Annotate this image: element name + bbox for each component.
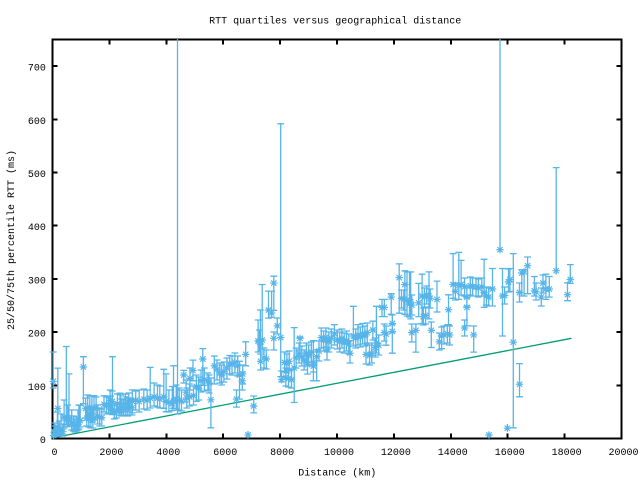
svg-text:200: 200 [28,330,46,341]
svg-text:500: 500 [28,170,46,181]
svg-text:10000: 10000 [324,448,354,459]
svg-text:16000: 16000 [495,448,525,459]
svg-text:25/50/75th percentile RTT (ms): 25/50/75th percentile RTT (ms) [6,150,18,330]
svg-text:400: 400 [28,223,46,234]
svg-text:14000: 14000 [438,448,468,459]
svg-text:8000: 8000 [270,448,294,459]
svg-text:300: 300 [28,276,46,287]
svg-text:6000: 6000 [213,448,237,459]
svg-text:0: 0 [51,448,57,459]
svg-text:RTT quartiles versus geographi: RTT quartiles versus geographical distan… [209,16,461,28]
svg-text:100: 100 [28,383,46,394]
svg-text:700: 700 [28,64,46,75]
svg-text:0: 0 [40,436,46,447]
svg-text:20000: 20000 [608,448,638,459]
svg-text:600: 600 [28,117,46,128]
svg-text:12000: 12000 [381,448,411,459]
svg-text:Distance (km): Distance (km) [298,468,376,480]
svg-text:4000: 4000 [156,448,180,459]
svg-text:2000: 2000 [99,448,123,459]
svg-text:18000: 18000 [552,448,582,459]
